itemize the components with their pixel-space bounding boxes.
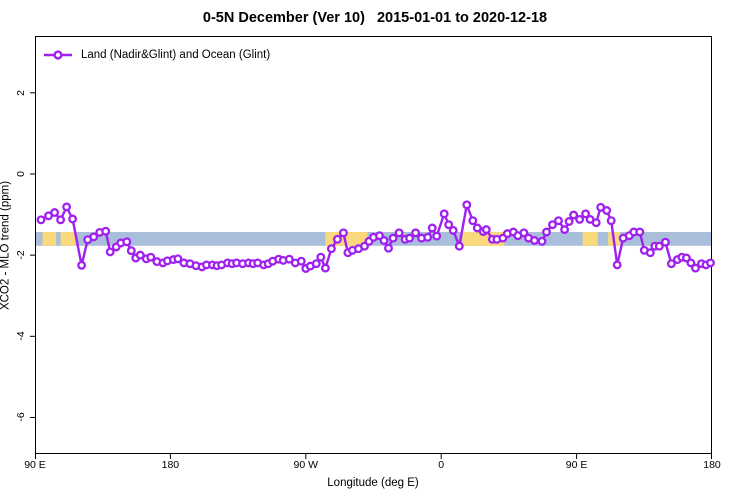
data-point-marker xyxy=(560,225,570,235)
y-tick-label: -6 xyxy=(15,412,27,423)
data-point-marker xyxy=(564,217,574,226)
data-point-marker xyxy=(423,232,433,242)
data-point-marker xyxy=(468,216,478,226)
data-point-marker xyxy=(602,206,612,215)
data-point-marker xyxy=(542,227,551,237)
data-point-marker xyxy=(394,228,404,238)
data-point-marker xyxy=(581,209,591,219)
data-point-marker xyxy=(135,250,145,260)
data-point-marker xyxy=(606,216,616,226)
data-point-marker xyxy=(50,208,60,217)
data-point-marker xyxy=(296,256,306,266)
x-tick-label: 180 xyxy=(161,459,180,471)
data-point-marker xyxy=(173,254,183,264)
data-point-marker xyxy=(645,248,655,258)
data-point-marker xyxy=(332,234,342,244)
data-point-marker xyxy=(481,225,491,235)
data-point-marker xyxy=(77,260,87,270)
reference-band-orange-segment xyxy=(42,232,57,246)
data-point-marker xyxy=(612,260,622,270)
data-point-marker xyxy=(284,254,294,264)
data-point-marker xyxy=(122,237,132,247)
data-point-marker xyxy=(326,244,336,254)
x-tick-label: 180 xyxy=(703,459,721,471)
x-tick-label: 90 E xyxy=(24,459,46,471)
data-point-marker xyxy=(405,233,415,243)
data-point-marker xyxy=(427,223,437,233)
data-point-marker xyxy=(454,241,464,251)
data-point-marker xyxy=(575,214,585,224)
data-point-marker xyxy=(105,247,115,257)
data-point-marker xyxy=(126,246,136,256)
data-point-marker xyxy=(56,215,66,225)
data-point-marker xyxy=(68,214,78,224)
x-axis-title: Longitude (deg E) xyxy=(327,477,419,489)
data-point-marker xyxy=(146,252,156,262)
data-point-marker xyxy=(89,232,99,242)
data-point-marker xyxy=(411,228,421,238)
x-tick-label: 0 xyxy=(438,459,445,471)
data-point-marker xyxy=(569,210,579,220)
y-tick-label: 2 xyxy=(15,89,27,96)
data-point-marker xyxy=(548,220,557,230)
chart-canvas xyxy=(30,36,715,459)
x-tick-label: 90 W xyxy=(293,459,319,471)
data-point-marker xyxy=(448,225,458,235)
data-point-marker xyxy=(472,223,482,233)
data-point-marker xyxy=(36,215,46,225)
plot-frame xyxy=(35,36,712,454)
y-tick-label: -2 xyxy=(15,250,27,260)
data-point-marker xyxy=(591,218,601,228)
data-point-marker xyxy=(635,227,645,237)
data-point-marker xyxy=(444,220,454,230)
data-point-marker xyxy=(316,252,326,262)
data-point-marker xyxy=(311,259,321,269)
reference-band-orange-segment xyxy=(60,232,76,246)
y-tick-label: 0 xyxy=(15,171,27,177)
data-point-marker xyxy=(388,233,398,243)
data-point-marker xyxy=(384,243,393,253)
data-point-marker xyxy=(338,228,348,238)
data-point-marker xyxy=(432,231,442,241)
data-point-marker xyxy=(462,200,472,210)
data-point-marker xyxy=(530,236,539,245)
legend-label: Land (Nadir&Glint) and Ocean (Glint) xyxy=(81,48,271,61)
data-point-marker xyxy=(691,263,700,273)
data-point-marker xyxy=(537,236,547,246)
reference-band-orange-segment xyxy=(582,232,598,246)
y-tick-label: -4 xyxy=(15,331,27,341)
data-point-marker xyxy=(706,258,715,268)
data-point-marker xyxy=(686,258,696,268)
data-point-marker xyxy=(101,226,111,236)
legend: Land (Nadir&Glint) and Ocean (Glint) xyxy=(43,47,270,62)
data-point-marker xyxy=(654,241,664,251)
legend-line-marker-icon xyxy=(44,49,72,60)
data-point-marker xyxy=(519,228,529,238)
data-point-marker xyxy=(554,216,563,226)
x-tick-label: 90 E xyxy=(565,459,588,471)
data-point-marker xyxy=(379,236,389,245)
data-point-marker xyxy=(439,209,449,219)
data-point-marker xyxy=(660,237,670,247)
data-point-marker xyxy=(666,259,676,269)
data-point-marker xyxy=(320,263,330,273)
data-point-marker xyxy=(62,202,72,212)
chart-title: 0-5N December (Ver 10) 2015-01-01 to 202… xyxy=(202,10,548,26)
y-axis-title: XCO2 - MLO trend (ppm) xyxy=(0,180,12,311)
